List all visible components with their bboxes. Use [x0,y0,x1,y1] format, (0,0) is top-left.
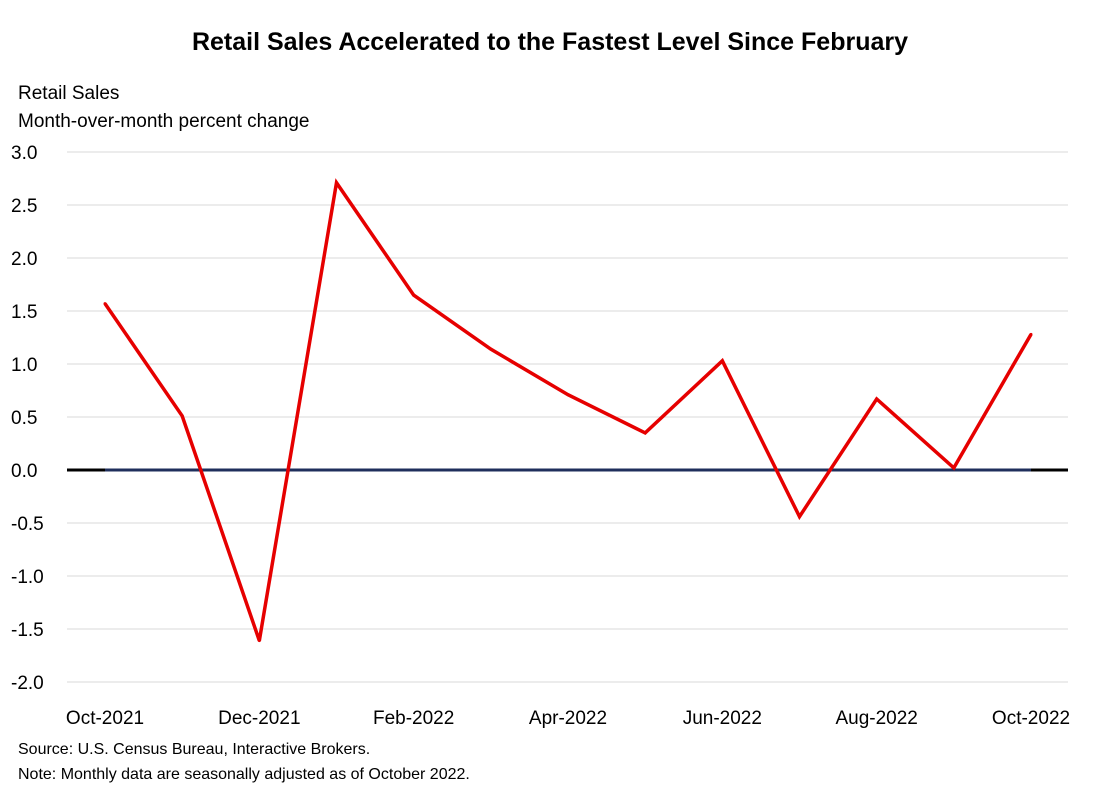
data-point [952,466,956,470]
x-tick-label: Feb-2022 [373,708,454,729]
x-tick-label: Oct-2022 [992,708,1070,729]
data-point [643,431,647,435]
y-tick-label: -2.0 [11,673,44,694]
data-point [720,359,724,363]
y-axis-sublabel: Month-over-month percent change [18,111,310,132]
y-tick-label: 2.0 [11,249,37,270]
data-point [1029,332,1033,336]
y-tick-label: 1.5 [11,302,37,323]
data-point [180,414,184,418]
y-axis-label: Retail Sales [18,83,120,104]
data-point [566,393,570,397]
adjustment-note: Note: Monthly data are seasonally adjust… [18,766,470,783]
source-note: Source: U.S. Census Bureau, Interactive … [18,741,371,758]
data-point [875,397,879,401]
data-point [489,347,493,351]
data-point [335,181,338,185]
series-line [103,178,1033,642]
x-tick-label: Dec-2021 [218,708,300,729]
data-point [257,639,261,643]
x-tick-label: Aug-2022 [835,708,917,729]
x-tick-label: Oct-2021 [66,708,144,729]
y-tick-label: 0.0 [11,461,37,482]
y-tick-label: 1.0 [11,355,37,376]
data-point [798,515,801,519]
y-tick-label: -0.5 [11,514,44,535]
y-tick-label: 0.5 [11,408,37,429]
data-point [412,293,416,297]
y-tick-label: -1.0 [11,567,44,588]
chart-title: Retail Sales Accelerated to the Fastest … [191,28,909,56]
y-tick-label: 3.0 [11,143,37,164]
x-tick-label: Jun-2022 [683,708,762,729]
y-tick-label: 2.5 [11,196,37,217]
x-tick-label: Apr-2022 [529,708,607,729]
data-point [103,302,107,306]
y-tick-label: -1.5 [11,620,44,641]
